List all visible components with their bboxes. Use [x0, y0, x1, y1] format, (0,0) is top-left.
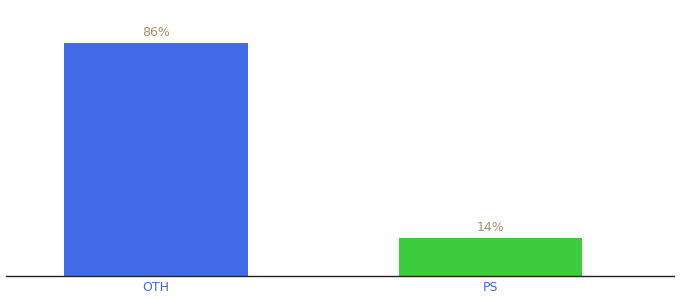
Text: 14%: 14%: [477, 221, 505, 234]
Bar: [398, 238, 583, 276]
Bar: [64, 44, 248, 276]
Text: 86%: 86%: [142, 26, 170, 39]
